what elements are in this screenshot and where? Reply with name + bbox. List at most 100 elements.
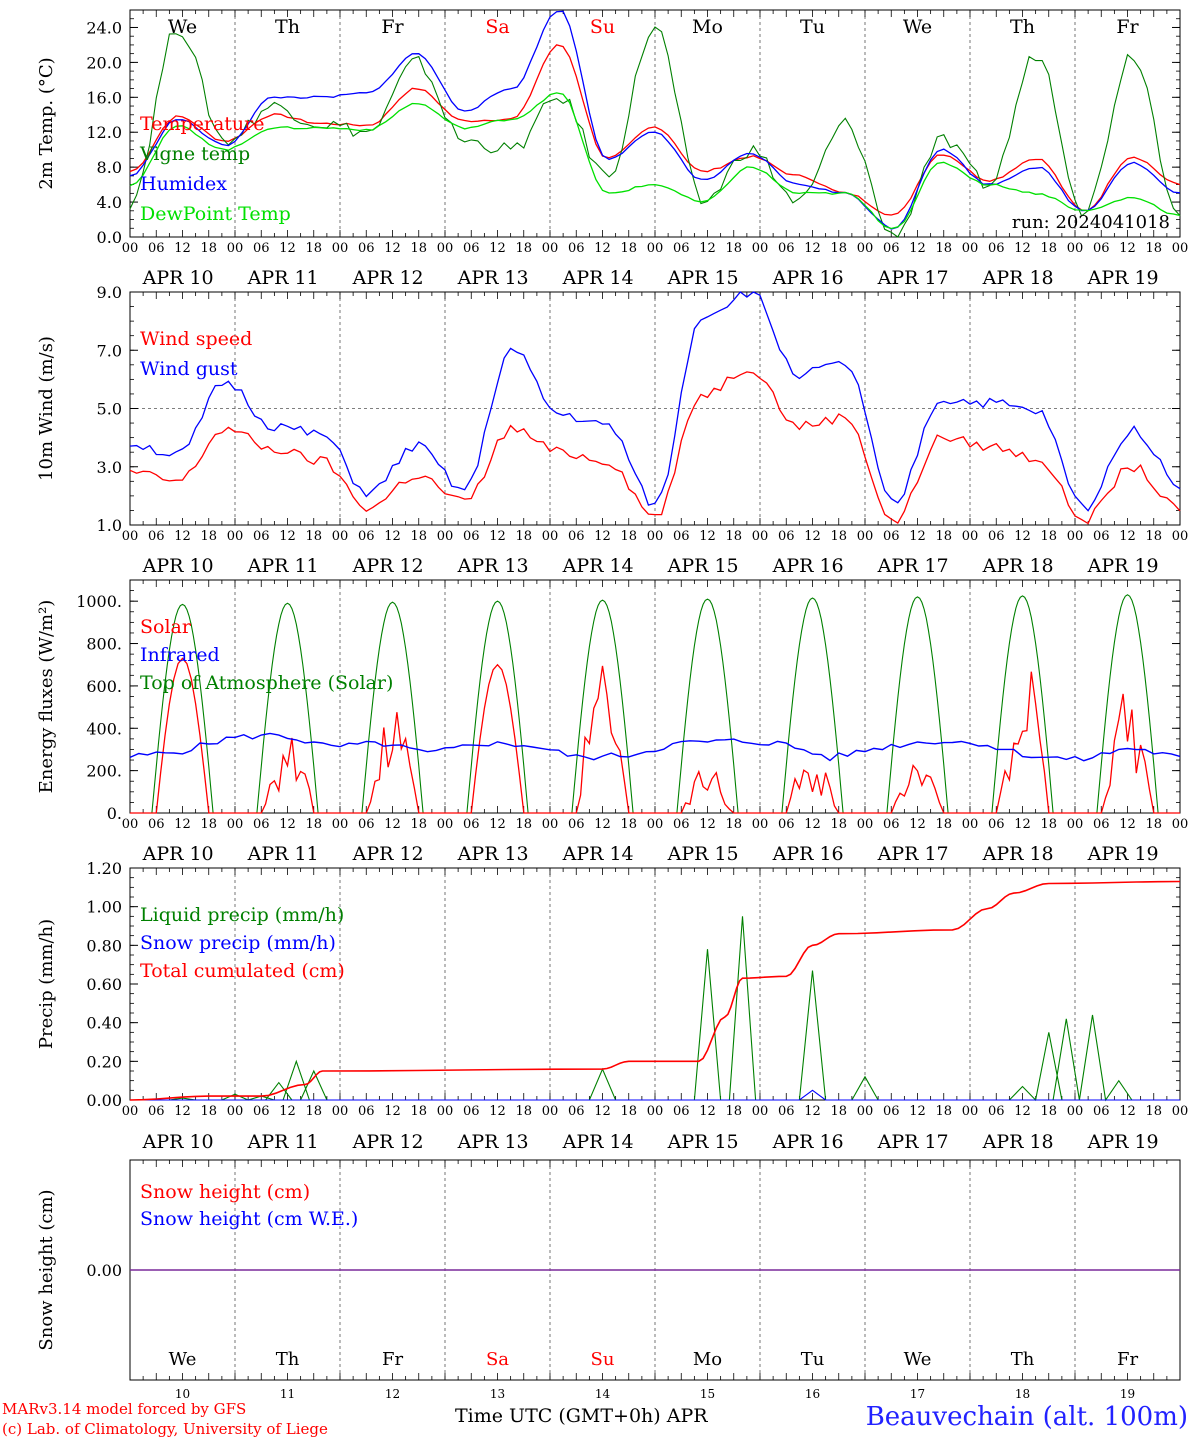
hour-tick-label: 00 bbox=[122, 1104, 139, 1119]
hour-tick-label: 18 bbox=[1040, 1104, 1057, 1119]
hour-tick-label: 06 bbox=[148, 241, 165, 256]
day-label: APR 17 bbox=[877, 555, 949, 577]
y-tick-label: 0.20 bbox=[86, 1052, 122, 1071]
hour-tick-label: 12 bbox=[384, 529, 401, 544]
time-axis-title: Time UTC (GMT+0h) APR bbox=[455, 1405, 708, 1427]
hour-tick-label: 12 bbox=[804, 529, 821, 544]
legend-solar: Solar bbox=[140, 616, 192, 638]
day-label: APR 19 bbox=[1087, 267, 1159, 289]
hour-tick-label: 00 bbox=[1067, 1104, 1084, 1119]
y-tick-label: 8.0 bbox=[97, 158, 122, 177]
hour-tick-label: 00 bbox=[437, 241, 454, 256]
hour-tick-label: 06 bbox=[883, 529, 900, 544]
hour-tick-label: 06 bbox=[358, 241, 375, 256]
day-label: APR 13 bbox=[457, 843, 529, 865]
y-tick-label: 24.0 bbox=[86, 18, 122, 37]
day-label: APR 18 bbox=[982, 843, 1054, 865]
hour-tick-label: 00 bbox=[332, 529, 349, 544]
weekday-label-bottom: Th bbox=[276, 1349, 300, 1370]
hour-tick-label: 06 bbox=[1093, 1104, 1110, 1119]
day-number: 14 bbox=[595, 1387, 611, 1401]
legend-wind-speed: Wind speed bbox=[140, 328, 252, 350]
hour-tick-label: 00 bbox=[437, 529, 454, 544]
hour-tick-label: 18 bbox=[620, 529, 637, 544]
hour-tick-label: 00 bbox=[332, 241, 349, 256]
y-axis-label: Snow height (cm) bbox=[36, 1189, 57, 1350]
hour-tick-label: 00 bbox=[332, 817, 349, 832]
hour-tick-label: 06 bbox=[148, 1104, 165, 1119]
y-tick-label: 0.00 bbox=[86, 1261, 122, 1280]
station-name: Beauvechain (alt. 100m) bbox=[865, 1402, 1188, 1432]
hour-tick-label: 12 bbox=[699, 817, 716, 832]
hour-tick-label: 06 bbox=[463, 529, 480, 544]
series-wind-gust bbox=[129, 291, 1181, 512]
hour-tick-label: 00 bbox=[542, 817, 559, 832]
hour-tick-label: 00 bbox=[647, 1104, 664, 1119]
hour-tick-label: 00 bbox=[857, 529, 874, 544]
day-label: APR 11 bbox=[247, 555, 319, 577]
y-tick-label: 7.0 bbox=[97, 341, 122, 360]
legend-humidex: Humidex bbox=[140, 173, 227, 195]
day-label: APR 18 bbox=[982, 267, 1054, 289]
time-axis-label: Time UTC (GMT+0h) bbox=[455, 1405, 661, 1427]
y-tick-label: 0.00 bbox=[86, 1091, 122, 1110]
weekday-label-bottom: Sa bbox=[486, 1349, 509, 1370]
hour-tick-label: 06 bbox=[988, 241, 1005, 256]
hour-tick-label: 06 bbox=[358, 529, 375, 544]
y-tick-label: 0.0 bbox=[97, 228, 122, 247]
hour-tick-label: 12 bbox=[909, 241, 926, 256]
hour-tick-label: 12 bbox=[594, 529, 611, 544]
day-label: APR 16 bbox=[772, 843, 844, 865]
hour-tick-label: 18 bbox=[1145, 529, 1162, 544]
y-tick-label: 16.0 bbox=[86, 88, 122, 107]
day-number: 11 bbox=[280, 1387, 295, 1401]
weekday-label: Sa bbox=[485, 16, 509, 38]
hour-tick-label: 18 bbox=[515, 241, 532, 256]
hour-tick-label: 00 bbox=[647, 529, 664, 544]
hour-tick-label: 06 bbox=[673, 241, 690, 256]
hour-tick-label: 00 bbox=[962, 529, 979, 544]
hour-tick-label: 12 bbox=[594, 1104, 611, 1119]
hour-tick-label: 18 bbox=[305, 1104, 322, 1119]
y-tick-label: 800. bbox=[86, 635, 122, 654]
weekday-label-bottom: Fr bbox=[382, 1349, 403, 1370]
hour-tick-label: 12 bbox=[489, 241, 506, 256]
hour-tick-label: 12 bbox=[174, 1104, 191, 1119]
hour-tick-label: 00 bbox=[647, 817, 664, 832]
weekday-label: Fr bbox=[1116, 16, 1139, 38]
hour-tick-label: 00 bbox=[542, 529, 559, 544]
hour-tick-label: 12 bbox=[174, 817, 191, 832]
day-label: APR 19 bbox=[1087, 1131, 1159, 1153]
day-number: 18 bbox=[1015, 1387, 1030, 1401]
hour-tick-label: 18 bbox=[830, 1104, 847, 1119]
y-tick-label: 0.40 bbox=[86, 1014, 122, 1033]
series-total-cumulated bbox=[129, 880, 1181, 1101]
day-label: APR 18 bbox=[982, 555, 1054, 577]
day-label: APR 14 bbox=[562, 843, 634, 865]
y-tick-label: 1000. bbox=[76, 592, 122, 611]
hour-tick-label: 18 bbox=[725, 817, 742, 832]
hour-tick-label: 18 bbox=[725, 241, 742, 256]
y-tick-label: 1.20 bbox=[86, 859, 122, 878]
hour-tick-label: 00 bbox=[857, 817, 874, 832]
day-label: APR 13 bbox=[457, 1131, 529, 1153]
hour-tick-label: 12 bbox=[909, 817, 926, 832]
hour-tick-label: 12 bbox=[1014, 1104, 1031, 1119]
hour-tick-label: 12 bbox=[804, 817, 821, 832]
hour-tick-label: 00 bbox=[962, 241, 979, 256]
day-label: APR 10 bbox=[142, 1131, 214, 1153]
hour-tick-label: 06 bbox=[673, 817, 690, 832]
hour-tick-label: 18 bbox=[935, 817, 952, 832]
hour-tick-label: 12 bbox=[489, 1104, 506, 1119]
hour-tick-label: 18 bbox=[410, 529, 427, 544]
hour-tick-label: 12 bbox=[1014, 529, 1031, 544]
hour-tick-label: 12 bbox=[489, 817, 506, 832]
day-label: APR 14 bbox=[562, 555, 634, 577]
day-number: 15 bbox=[700, 1387, 715, 1401]
hour-tick-label: 12 bbox=[1119, 241, 1136, 256]
y-tick-label: 0. bbox=[107, 804, 122, 823]
hour-tick-label: 12 bbox=[1014, 241, 1031, 256]
hour-tick-label: 00 bbox=[437, 817, 454, 832]
y-axis-label: 2m Temp. (°C) bbox=[36, 57, 57, 189]
hour-tick-label: 00 bbox=[1067, 817, 1084, 832]
